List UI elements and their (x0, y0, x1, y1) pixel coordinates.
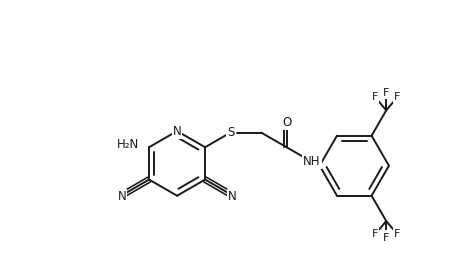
Text: F: F (372, 92, 379, 102)
Text: O: O (282, 116, 291, 129)
Text: N: N (173, 125, 181, 138)
Text: H₂N: H₂N (116, 138, 139, 151)
Text: NH: NH (303, 155, 321, 168)
Text: F: F (394, 92, 400, 102)
Text: F: F (383, 88, 389, 98)
Text: F: F (394, 229, 400, 239)
Text: F: F (383, 233, 389, 243)
Text: N: N (228, 190, 237, 203)
Text: S: S (227, 126, 234, 139)
Text: N: N (118, 190, 126, 203)
Text: F: F (372, 229, 379, 239)
